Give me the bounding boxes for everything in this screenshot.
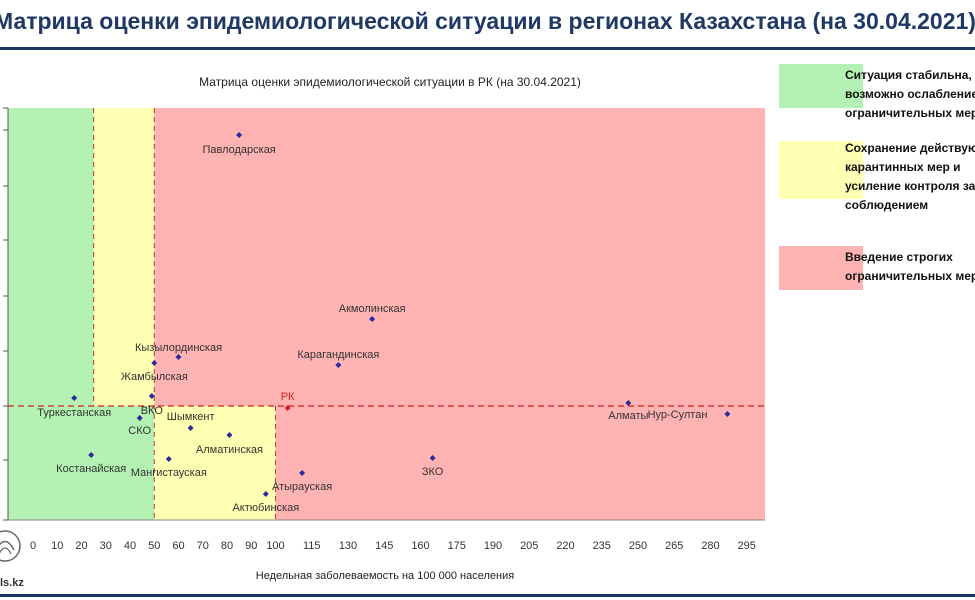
point-label: Актюбинская: [232, 502, 299, 514]
legend-text: Сохранение действующих карантинных мер и…: [845, 141, 975, 212]
point-label: СКО: [128, 425, 151, 437]
x-axis-label: Недельная заболеваемость на 100 000 насе…: [255, 570, 515, 582]
zone-red-lower: [275, 406, 765, 520]
bottom-divider: [0, 594, 975, 597]
x-tick-label: 100: [266, 540, 284, 552]
x-tick-label: 50: [148, 540, 160, 552]
point-0: [236, 132, 243, 138]
point-label: Алматинская: [196, 444, 263, 456]
point-13: [299, 470, 306, 476]
point-12: [262, 491, 269, 497]
point-label: Мангистауская: [131, 467, 207, 479]
point-4: [151, 360, 158, 366]
point-7: [136, 415, 143, 421]
x-tick-label: 20: [75, 540, 87, 552]
title-divider: [0, 47, 975, 50]
legend-text: Ситуация стабильна, возможно ослабление …: [845, 68, 975, 120]
zone-yellow-lower: [154, 406, 276, 520]
point-10: [88, 452, 95, 458]
x-tick-label: 190: [484, 540, 502, 552]
x-tick-label: 130: [339, 540, 357, 552]
point-1: [369, 316, 376, 322]
point-5: [71, 395, 78, 401]
zone-red-upper: [154, 108, 765, 406]
point-16: [724, 411, 731, 417]
x-tick-label: 0: [30, 540, 36, 552]
legend-swatch: [779, 246, 863, 290]
point-14: [429, 455, 436, 461]
point-label: Шымкент: [167, 411, 215, 423]
x-tick-label: 145: [375, 540, 393, 552]
zone-green: [8, 108, 94, 520]
x-tick-label: 60: [172, 540, 184, 552]
zone-yellow-upper: [93, 108, 155, 406]
x-tick-label: 205: [520, 540, 538, 552]
page-title: Матрица оценки эпидемиологической ситуац…: [0, 8, 975, 34]
zone-green-lower: [93, 406, 155, 520]
legend-swatch: [779, 64, 863, 108]
point-label: РК: [281, 391, 295, 403]
point-11: [165, 456, 172, 462]
point-label: Туркестанская: [37, 407, 111, 419]
point-6: [148, 393, 155, 399]
point-label: Жамбылская: [121, 371, 188, 383]
legend-text: Введение строгих ограничительных мер: [845, 250, 975, 283]
point-label: ВКО: [141, 405, 164, 417]
point-label: Кызылординская: [135, 342, 222, 354]
x-tick-label: 280: [701, 540, 719, 552]
x-tick-label: 40: [124, 540, 136, 552]
point-2: [335, 362, 342, 368]
x-tick-label: 90: [245, 540, 257, 552]
point-label: Костанайская: [56, 463, 126, 475]
x-tick-label: 175: [448, 540, 466, 552]
point-label: Карагандинская: [297, 349, 379, 361]
x-tick-label: 265: [665, 540, 683, 552]
point-9: [226, 432, 233, 438]
legend-swatch: [779, 141, 863, 199]
point-label: ЗКО: [422, 466, 444, 478]
x-tick-label: 160: [411, 540, 429, 552]
point-label: Алматы: [608, 410, 648, 422]
logo-text: ls.kz: [0, 577, 24, 589]
x-tick-label: 10: [51, 540, 63, 552]
x-tick-label: 30: [100, 540, 112, 552]
x-tick-label: 235: [593, 540, 611, 552]
point-15: [625, 400, 632, 406]
point-label: Атырауская: [272, 481, 332, 493]
x-tick-label: 220: [556, 540, 574, 552]
logo-icon: [0, 530, 21, 562]
point-label: Павлодарская: [202, 144, 275, 156]
point-label: Акмолинская: [339, 303, 406, 315]
point-17: [284, 405, 291, 411]
point-3: [175, 354, 182, 360]
point-label: Нур-Султан: [648, 409, 708, 421]
x-tick-label: 80: [221, 540, 233, 552]
x-tick-label: 250: [629, 540, 647, 552]
chart-title: Матрица оценки эпидемиологической ситуац…: [199, 75, 581, 89]
point-8: [187, 425, 194, 431]
x-tick-label: 70: [197, 540, 209, 552]
x-tick-label: 295: [738, 540, 756, 552]
x-tick-label: 115: [303, 540, 321, 552]
